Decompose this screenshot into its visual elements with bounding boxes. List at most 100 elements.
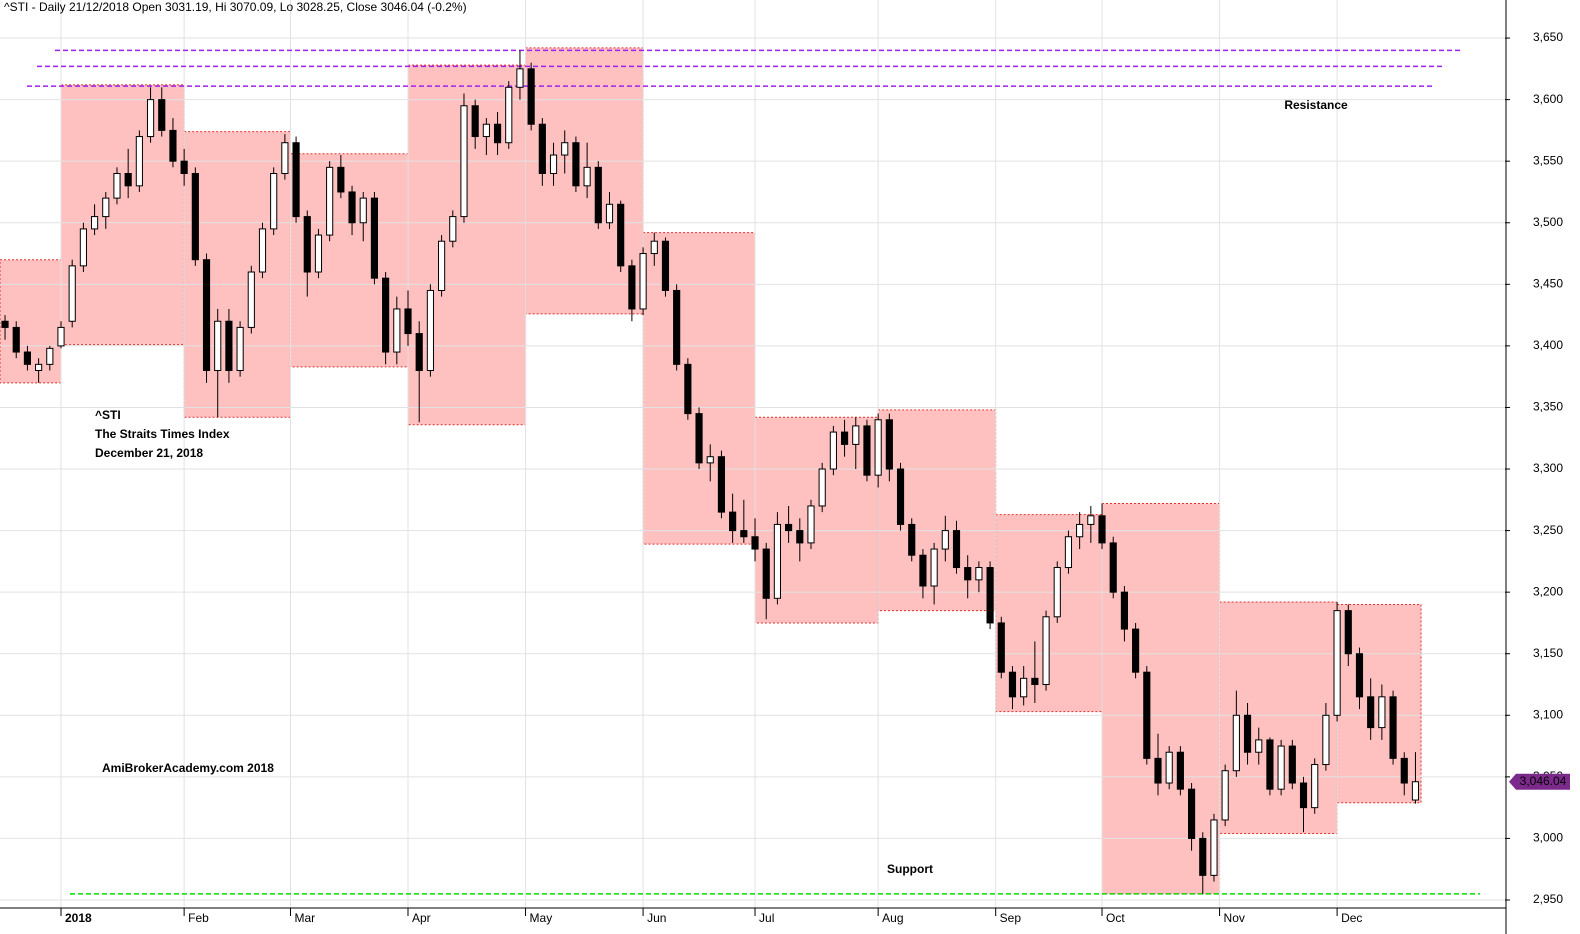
candle-body xyxy=(438,240,446,291)
candle-body xyxy=(1109,542,1117,593)
annotation: The Straits Times Index xyxy=(95,427,230,441)
candle-body xyxy=(1042,616,1050,686)
x-tick-label: Aug xyxy=(882,911,903,925)
candle-body xyxy=(594,166,602,224)
candle-body xyxy=(650,240,658,255)
candle-body xyxy=(818,468,826,507)
candle-body xyxy=(370,197,379,279)
candle-body xyxy=(852,425,860,445)
candle-body xyxy=(426,289,434,372)
candle-body xyxy=(1232,714,1240,772)
candle-body xyxy=(68,265,76,322)
x-tick-label: Apr xyxy=(412,911,431,925)
candle-body xyxy=(1087,515,1095,525)
candle-body xyxy=(1,320,9,328)
candle-body xyxy=(796,530,804,544)
candle-body xyxy=(303,216,311,273)
y-tick-label: 3,600 xyxy=(1533,92,1563,106)
candle-body xyxy=(885,419,893,470)
candle-body xyxy=(919,554,927,587)
candle-body xyxy=(516,68,524,88)
candle-body xyxy=(236,326,244,372)
y-tick-label: 3,150 xyxy=(1533,646,1563,660)
month-range-box xyxy=(1101,503,1221,895)
candle-body xyxy=(785,523,793,532)
candle-body xyxy=(1243,714,1252,753)
candle-body xyxy=(202,259,211,372)
candle-body xyxy=(292,142,300,218)
candle-body xyxy=(1266,739,1274,790)
candle-body xyxy=(986,567,994,624)
candle-body xyxy=(258,228,267,273)
candle-body xyxy=(628,265,636,310)
candle-body xyxy=(1031,677,1039,686)
candle-body xyxy=(124,172,132,187)
candle-body xyxy=(673,289,681,365)
candle-body xyxy=(930,548,938,587)
candle-body xyxy=(952,530,961,569)
candle-body xyxy=(482,123,490,138)
candle-body xyxy=(762,548,770,599)
candle-body xyxy=(1389,696,1397,759)
candle-body xyxy=(1400,757,1408,784)
candle-body xyxy=(1176,751,1184,790)
chart-title: ^STI - Daily 21/12/2018 Open 3031.19, Hi… xyxy=(4,0,467,14)
candle-body xyxy=(1311,764,1319,809)
candle-body xyxy=(1344,610,1352,655)
annotation: December 21, 2018 xyxy=(95,446,203,460)
x-tick-label: Oct xyxy=(1106,911,1125,925)
candle-body xyxy=(146,99,155,138)
x-tick-label: Dec xyxy=(1341,911,1362,925)
candle-body xyxy=(751,536,759,550)
candle-body xyxy=(169,129,177,162)
x-tick-label: May xyxy=(530,911,553,925)
candle-body xyxy=(281,142,289,174)
candle-body xyxy=(1367,696,1375,729)
candle-body xyxy=(639,253,647,310)
y-tick-label: 3,550 xyxy=(1533,153,1563,167)
candle-body xyxy=(1098,515,1106,544)
annotation: Support xyxy=(887,862,933,876)
candle-body xyxy=(661,240,670,291)
candle-body xyxy=(1255,739,1263,753)
candle-body xyxy=(538,123,546,174)
month-range-box xyxy=(60,84,185,346)
candle-body xyxy=(740,530,748,538)
candle-body xyxy=(1210,819,1218,876)
candle-body xyxy=(191,172,199,261)
candle-body xyxy=(1288,745,1296,784)
candle-body xyxy=(135,136,143,187)
candle-body xyxy=(247,271,255,328)
candle-body xyxy=(314,234,323,273)
y-tick-label: 2,950 xyxy=(1533,892,1563,906)
candle-body xyxy=(1187,788,1196,839)
candle-body xyxy=(706,456,714,464)
candle-body xyxy=(1165,751,1173,784)
candle-body xyxy=(415,333,423,372)
y-tick-label: 3,200 xyxy=(1533,584,1563,598)
candle-body xyxy=(270,172,278,230)
x-tick-label: Jul xyxy=(759,911,774,925)
candle-body xyxy=(863,425,871,476)
candle-body xyxy=(180,160,188,174)
y-tick-label: 3,350 xyxy=(1533,400,1563,414)
y-tick-label: 3,250 xyxy=(1533,523,1563,537)
y-tick-label: 3,300 xyxy=(1533,461,1563,475)
candle-body xyxy=(583,166,591,187)
candle-body xyxy=(572,142,580,187)
candle-body xyxy=(605,203,614,224)
candle-body xyxy=(23,351,32,365)
candle-body xyxy=(997,622,1005,673)
candle-body xyxy=(527,68,535,125)
candle-body xyxy=(549,154,558,174)
candle-body xyxy=(449,216,457,242)
candle-body xyxy=(1221,770,1229,821)
annotation: AmiBrokerAcademy.com 2018 xyxy=(102,761,274,775)
candle-body xyxy=(729,511,737,532)
x-tick-label: Nov xyxy=(1224,911,1245,925)
candle-body xyxy=(1322,714,1330,766)
candle-body xyxy=(1299,782,1308,809)
candle-body xyxy=(1008,671,1017,698)
candle-body xyxy=(35,363,43,372)
candle-body xyxy=(505,86,513,144)
